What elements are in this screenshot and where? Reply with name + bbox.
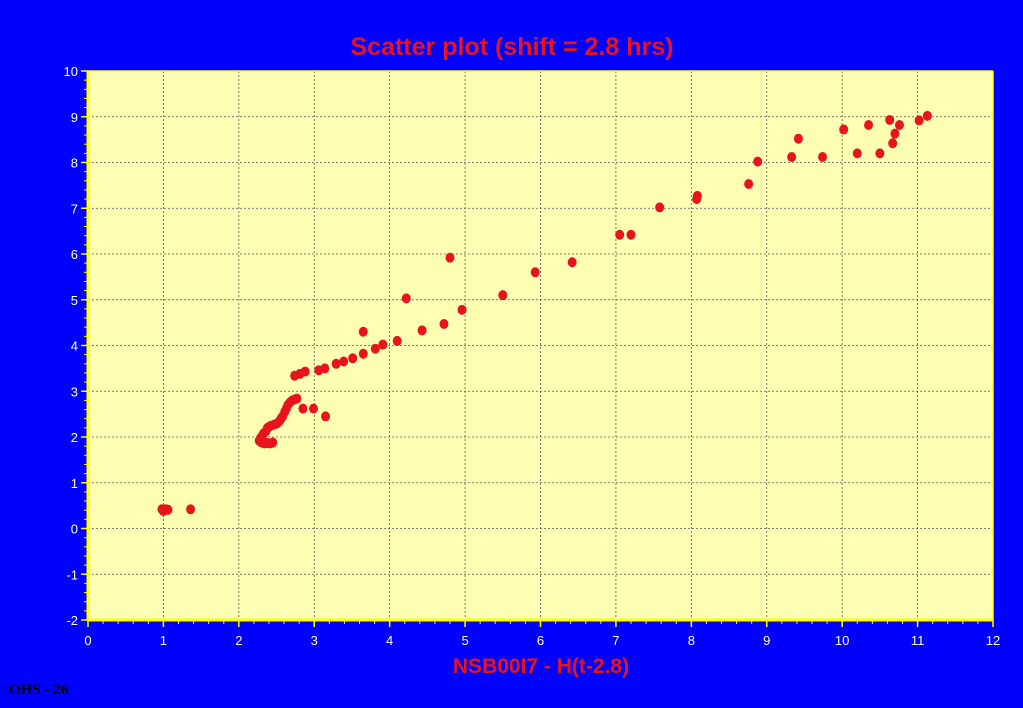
x-axis-label: NSB00I7 - H(t-2.8) [453, 655, 629, 678]
data-point [626, 229, 636, 240]
data-point [793, 133, 803, 144]
data-point [300, 366, 310, 377]
x-tick-label: 11 [911, 633, 925, 648]
data-point [567, 257, 577, 268]
data-point [445, 252, 455, 263]
data-point [498, 290, 508, 301]
data-point [268, 437, 278, 448]
data-point [358, 326, 368, 337]
x-tick-label: 4 [386, 633, 393, 648]
y-tick-label: 10 [64, 64, 78, 79]
chart-title: Scatter plot (shift = 2.8 hrs) [351, 33, 674, 61]
data-point [914, 115, 924, 126]
data-point [358, 348, 368, 359]
x-tick-label: 8 [688, 633, 695, 648]
y-tick-label: -2 [66, 613, 78, 628]
data-point [890, 128, 900, 139]
x-tick-label: 0 [84, 633, 91, 648]
data-point [401, 293, 411, 304]
data-point [378, 339, 388, 350]
data-point [839, 124, 849, 135]
data-point [655, 202, 665, 213]
x-tick-label: 9 [763, 633, 770, 648]
data-point [320, 363, 330, 374]
data-point [852, 148, 862, 159]
x-tick-label: 5 [461, 633, 468, 648]
data-point [163, 504, 173, 515]
x-tick-label: 12 [986, 633, 1000, 648]
data-point [875, 148, 885, 159]
grid-lines [88, 71, 993, 620]
data-point [885, 114, 895, 125]
y-tick-label: -1 [66, 567, 78, 582]
y-tick-label: 6 [71, 247, 78, 262]
x-tick-label: 3 [311, 633, 318, 648]
data-point [339, 356, 349, 367]
data-point [439, 318, 449, 329]
data-point [922, 110, 932, 121]
x-tick-label: 1 [160, 633, 167, 648]
y-tick-label: 3 [71, 384, 78, 399]
data-point [321, 411, 331, 422]
data-point [530, 267, 540, 278]
data-point [818, 152, 828, 163]
x-tick-label: 6 [537, 633, 544, 648]
data-point [888, 138, 898, 149]
data-point [392, 335, 402, 346]
data-point [753, 156, 763, 167]
data-point [787, 152, 797, 163]
x-tick-label: 10 [835, 633, 849, 648]
data-point [370, 343, 380, 354]
data-points [157, 110, 932, 517]
data-point [744, 179, 754, 190]
y-tick-label: 0 [71, 522, 78, 537]
data-point [331, 358, 341, 369]
data-point [615, 229, 625, 240]
y-tick-label: 8 [71, 156, 78, 171]
data-point [292, 393, 302, 404]
slide-footer: OHS - 26 [9, 682, 69, 698]
y-tick-label: 2 [71, 430, 78, 445]
y-tick-label: 5 [71, 293, 78, 308]
data-point [417, 325, 427, 336]
data-point [894, 119, 904, 130]
y-tick-label: 4 [71, 339, 78, 354]
data-point [348, 353, 358, 364]
data-point [692, 190, 702, 201]
x-tick-label: 2 [235, 633, 242, 648]
data-point [457, 304, 467, 315]
data-point [864, 119, 874, 130]
x-tick-label: 7 [612, 633, 619, 648]
y-tick-label: 7 [71, 201, 78, 216]
y-tick-label: 9 [71, 110, 78, 125]
data-point [298, 403, 308, 414]
y-tick-label: 1 [71, 476, 78, 491]
data-point [186, 504, 196, 515]
data-point [308, 403, 318, 414]
